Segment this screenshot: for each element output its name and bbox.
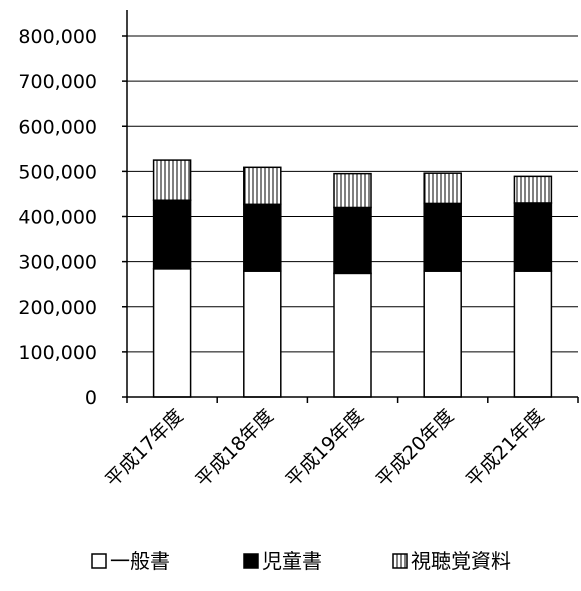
legend-swatch-2	[392, 553, 408, 569]
bar-segment-s2-c2	[333, 172, 372, 209]
bar-segment-s0-c3	[423, 270, 462, 398]
bar-segment-s2-c4	[513, 175, 553, 204]
bar-segment-s1-c2	[333, 206, 372, 275]
bar-segment-s0-c1	[243, 270, 282, 398]
bar-segment-s1-c0	[152, 199, 192, 270]
bar-segment-s0-c2	[333, 272, 372, 398]
bar-segment-s1-c3	[423, 202, 462, 272]
y-tick-label-5: 500,000	[18, 161, 97, 183]
y-tick-label-2: 200,000	[18, 297, 97, 319]
bars	[152, 159, 553, 398]
legend-label-1: 児童書	[262, 549, 322, 573]
x-tick-label-3: 平成20年度	[372, 405, 458, 491]
bar-segment-s1-c4	[513, 202, 553, 272]
bar-segment-s2-c0	[152, 159, 192, 202]
x-tick-label-2: 平成19年度	[282, 405, 368, 491]
bar-segment-s1-c1	[243, 203, 282, 272]
legend-swatch-1	[243, 553, 259, 569]
y-tick-label-8: 800,000	[18, 26, 97, 48]
x-tick-label-0: 平成17年度	[101, 405, 187, 491]
legend: 一般書 児童書 視聴覚資料	[91, 549, 511, 573]
x-tick-labels: 平成17年度 平成18年度 平成19年度 平成20年度 平成21年度	[101, 405, 548, 491]
legend-label-2: 視聴覚資料	[411, 549, 511, 573]
bar-segment-s0-c0	[152, 268, 192, 398]
x-tick-label-4: 平成21年度	[462, 405, 548, 491]
y-tick-label-4: 400,000	[18, 207, 97, 229]
y-tick-label-7: 700,000	[18, 71, 97, 93]
y-tick-labels: 0 100,000 200,000 300,000 400,000 500,000 600,…	[18, 26, 97, 409]
legend-swatch-0	[91, 553, 107, 569]
legend-label-0: 一般書	[110, 549, 170, 573]
y-tick-label-1: 100,000	[18, 342, 97, 364]
bar-segment-s2-c1	[243, 166, 282, 206]
axes	[122, 10, 579, 403]
y-tick-label-6: 600,000	[18, 116, 97, 138]
y-tick-label-0: 0	[85, 387, 97, 409]
bar-segment-s2-c3	[423, 172, 462, 205]
x-tick-label-1: 平成18年度	[191, 405, 277, 491]
y-tick-label-3: 300,000	[18, 252, 97, 274]
bar-segment-s0-c4	[513, 270, 553, 398]
